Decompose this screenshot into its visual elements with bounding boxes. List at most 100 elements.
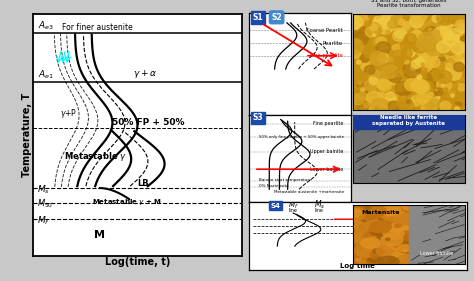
Circle shape <box>402 24 410 30</box>
Circle shape <box>370 51 386 65</box>
Circle shape <box>428 28 432 31</box>
Circle shape <box>365 80 377 91</box>
Circle shape <box>357 101 369 111</box>
Circle shape <box>392 31 405 41</box>
Circle shape <box>404 81 416 92</box>
Circle shape <box>365 21 371 26</box>
Circle shape <box>382 88 385 90</box>
Text: S4: S4 <box>271 203 281 209</box>
Circle shape <box>386 253 404 262</box>
Circle shape <box>356 60 361 64</box>
Circle shape <box>413 72 420 79</box>
Circle shape <box>400 204 405 207</box>
Circle shape <box>366 31 371 36</box>
Circle shape <box>430 56 437 61</box>
Circle shape <box>456 24 467 33</box>
Circle shape <box>455 67 471 81</box>
Circle shape <box>376 214 389 221</box>
Circle shape <box>430 84 434 87</box>
Text: $M_f$ Martensite finish temperature: $M_f$ Martensite finish temperature <box>362 226 436 234</box>
Circle shape <box>447 88 456 95</box>
Circle shape <box>355 14 368 26</box>
Circle shape <box>421 63 424 66</box>
Circle shape <box>400 26 409 33</box>
Circle shape <box>451 41 466 54</box>
X-axis label: Log(time, t): Log(time, t) <box>105 257 170 267</box>
Circle shape <box>377 79 388 89</box>
Circle shape <box>451 51 454 54</box>
Circle shape <box>377 53 389 63</box>
Circle shape <box>367 258 375 262</box>
Circle shape <box>436 57 447 67</box>
Circle shape <box>360 54 369 62</box>
Circle shape <box>373 248 383 254</box>
Circle shape <box>445 66 462 80</box>
Circle shape <box>358 81 362 85</box>
Circle shape <box>422 89 440 104</box>
Circle shape <box>387 93 399 104</box>
Circle shape <box>410 29 417 36</box>
Circle shape <box>364 96 381 111</box>
Circle shape <box>401 236 405 238</box>
Circle shape <box>399 243 404 246</box>
Circle shape <box>345 222 367 234</box>
Circle shape <box>366 91 383 106</box>
Circle shape <box>346 212 369 224</box>
Circle shape <box>393 64 410 79</box>
Text: Bainite start temperature: Bainite start temperature <box>259 178 311 182</box>
Circle shape <box>399 24 414 37</box>
Circle shape <box>437 41 450 53</box>
Circle shape <box>356 242 365 247</box>
Circle shape <box>402 104 414 113</box>
Circle shape <box>347 244 362 252</box>
Text: line: line <box>288 208 297 213</box>
Circle shape <box>378 17 391 28</box>
Circle shape <box>410 65 416 70</box>
Circle shape <box>420 21 428 28</box>
Text: S3: S3 <box>253 114 264 123</box>
Circle shape <box>383 12 392 20</box>
Circle shape <box>370 221 392 233</box>
Circle shape <box>361 63 369 71</box>
Circle shape <box>402 38 414 49</box>
Text: Metastable austenite +martensite: Metastable austenite +martensite <box>274 190 345 194</box>
Circle shape <box>389 259 406 269</box>
Circle shape <box>373 17 386 29</box>
Circle shape <box>416 72 432 87</box>
Circle shape <box>375 28 382 34</box>
Text: S1: S1 <box>253 13 264 22</box>
Circle shape <box>382 205 392 211</box>
Text: $M_{50}$ 90% Martensite: $M_{50}$ 90% Martensite <box>362 219 408 227</box>
Circle shape <box>425 50 439 63</box>
Circle shape <box>389 95 392 97</box>
Circle shape <box>428 19 440 29</box>
Circle shape <box>388 13 402 25</box>
Circle shape <box>360 224 381 235</box>
Circle shape <box>353 97 356 100</box>
Circle shape <box>398 242 419 253</box>
Text: 0% Martensite: 0% Martensite <box>259 184 289 188</box>
Circle shape <box>412 39 428 53</box>
Text: $M_f$: $M_f$ <box>37 215 50 227</box>
Circle shape <box>417 93 428 104</box>
Circle shape <box>376 51 385 58</box>
Circle shape <box>373 204 380 208</box>
Circle shape <box>391 212 400 217</box>
Circle shape <box>404 60 409 64</box>
Circle shape <box>388 101 400 112</box>
Circle shape <box>396 246 416 256</box>
Circle shape <box>391 17 394 19</box>
Text: Log time: Log time <box>340 263 375 269</box>
Circle shape <box>398 99 414 112</box>
Circle shape <box>397 244 412 253</box>
Circle shape <box>378 13 390 23</box>
Circle shape <box>400 73 418 89</box>
Circle shape <box>384 233 397 240</box>
Circle shape <box>400 259 411 265</box>
Circle shape <box>355 212 372 221</box>
Text: $M_s$ Martensite start temper...: $M_s$ Martensite start temper... <box>362 213 427 221</box>
Circle shape <box>373 71 385 82</box>
Text: $A_{e3}$: $A_{e3}$ <box>38 20 54 32</box>
Text: Lower bainite: Lower bainite <box>420 251 453 256</box>
Circle shape <box>419 47 423 50</box>
